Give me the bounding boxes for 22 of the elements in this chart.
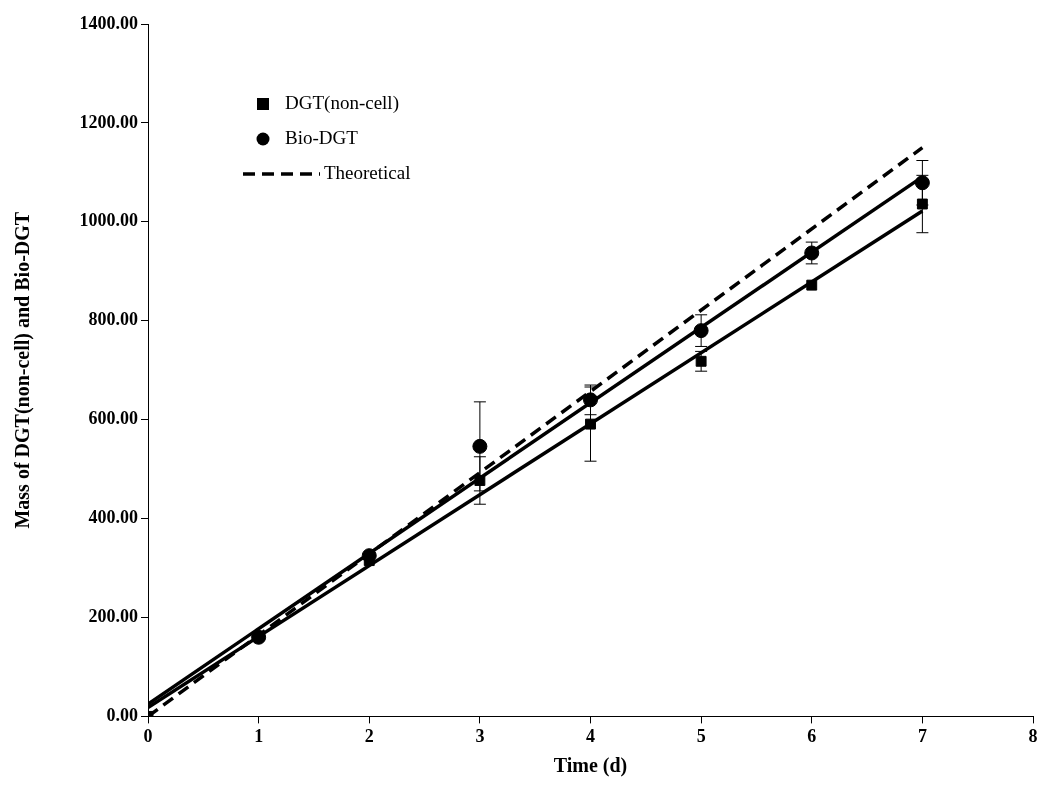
- x-tick-label: 3: [475, 725, 485, 746]
- y-tick-label: 1200.00: [79, 111, 138, 132]
- x-tick-label: 1: [254, 725, 264, 746]
- x-tick-label: 6: [807, 725, 817, 746]
- y-tick-label: 400.00: [88, 507, 138, 528]
- x-tick-label: 2: [364, 725, 374, 746]
- x-axis-title: Time (d): [553, 754, 628, 778]
- y-tick-label: 800.00: [88, 309, 138, 330]
- x-tick-label: 7: [917, 725, 927, 746]
- y-tick-label: 1000.00: [79, 210, 138, 231]
- x-tick-label: 0: [143, 725, 153, 746]
- y-tick-label: 600.00: [88, 408, 138, 429]
- x-tick-label: 4: [586, 725, 595, 746]
- y-axis-title: Mass of DGT(non-cell) and Bio-DGT: [11, 211, 35, 529]
- legend-label: DGT(non-cell): [285, 91, 399, 114]
- x-tick-label: 5: [696, 725, 706, 746]
- x-tick-label: 8: [1028, 725, 1038, 746]
- y-tick-label: 0.00: [106, 705, 138, 726]
- legend-label: Theoretical: [324, 161, 411, 183]
- legend-label: Bio-DGT: [285, 126, 359, 148]
- y-tick-label: 200.00: [88, 606, 138, 627]
- y-tick-label: 1400.00: [79, 12, 138, 33]
